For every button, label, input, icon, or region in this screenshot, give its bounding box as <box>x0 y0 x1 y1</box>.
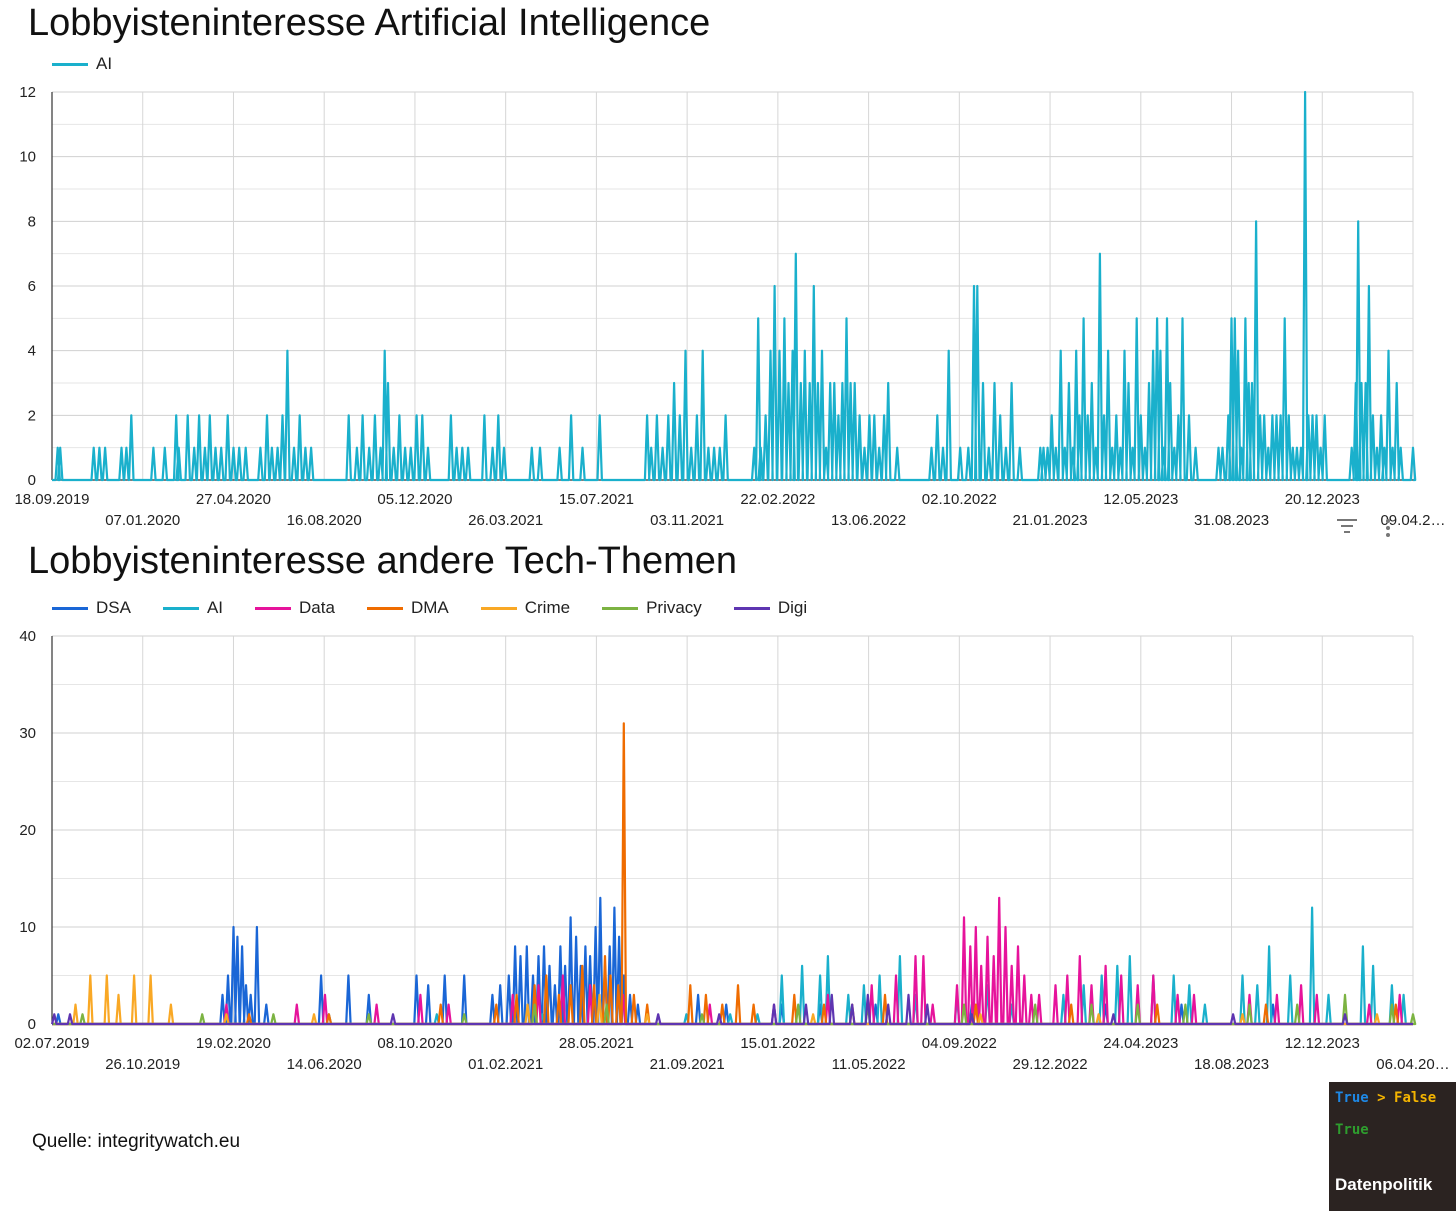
x-tick-label: 03.11.2021 <box>650 512 724 529</box>
x-tick-label: 02.10.2022 <box>922 491 997 508</box>
x-tick-label: 15.07.2021 <box>559 491 634 508</box>
legend-label: AI <box>96 54 113 73</box>
legend-tech-chart: DSA AI Data DMA Crime Privacy Digi <box>52 598 839 618</box>
y-tick-label: 40 <box>19 628 36 645</box>
logo-true-text-2: True <box>1335 1122 1369 1138</box>
source-note: Quelle: integritywatch.eu <box>32 1131 241 1152</box>
legend-label: DSA <box>96 598 131 617</box>
legend-swatch <box>733 606 770 610</box>
y-tick-label: 0 <box>28 1016 36 1033</box>
y-tick-label: 2 <box>28 407 36 424</box>
legend-item-digi[interactable]: Digi <box>733 598 808 618</box>
logo-true-text: True <box>1335 1090 1369 1106</box>
y-tick-label: 12 <box>19 84 36 101</box>
series-line-dsa <box>52 896 1413 1026</box>
x-tick-label: 04.09.2022 <box>922 1035 997 1052</box>
x-tick-label: 21.09.2021 <box>650 1056 725 1073</box>
legend-label: DMA <box>410 598 449 617</box>
x-tick-label: 16.08.2020 <box>287 512 362 529</box>
legend-label: AI <box>206 598 224 617</box>
legend-swatch <box>162 606 199 610</box>
x-tick-label: 11.05.2022 <box>832 1056 906 1073</box>
logo-name: Datenpolitik <box>1335 1175 1433 1194</box>
series-line-crime <box>52 974 1413 1026</box>
legend-swatch <box>366 606 403 610</box>
legend-item-data[interactable]: Data <box>255 598 335 618</box>
x-tick-label: 15.01.2022 <box>740 1035 815 1052</box>
legend-swatch <box>255 606 292 610</box>
tech-line-chart: 0 10 20 30 40 02.07.2019 26.10.2019 19.02.2020 1… <box>14 628 1449 1073</box>
x-tick-label: 19.02.2020 <box>196 1035 271 1052</box>
y-tick-label: 0 <box>28 472 36 489</box>
x-tick-label: 12.05.2023 <box>1103 491 1178 508</box>
x-tick-label: 05.12.2020 <box>377 491 452 508</box>
y-tick-label: 10 <box>19 919 36 936</box>
legend-swatch <box>602 606 639 610</box>
x-tick-label: 18.09.2019 <box>14 491 89 508</box>
series-line-digi <box>51 993 1413 1026</box>
x-tick-label: 21.01.2023 <box>1013 512 1088 529</box>
legend-swatch <box>52 606 88 610</box>
legend-label: Privacy <box>646 598 702 617</box>
chart-title-ai: Lobbyisteninteresse Artificial Intellige… <box>28 2 711 44</box>
x-tick-label: 26.03.2021 <box>468 512 543 529</box>
x-tick-label: 29.12.2022 <box>1013 1056 1088 1073</box>
x-tick-label: 07.01.2020 <box>105 512 180 529</box>
more-vertical-icon[interactable] <box>1384 518 1392 543</box>
y-tick-label: 6 <box>28 278 36 295</box>
y-tick-label: 4 <box>28 343 36 360</box>
chart-title-tech: Lobbyisteninteresse andere Tech-Themen <box>28 540 738 582</box>
legend-item-privacy[interactable]: Privacy <box>602 598 702 618</box>
legend-label: Data <box>299 598 335 617</box>
y-tick-label: 10 <box>19 149 36 166</box>
x-tick-label: 14.06.2020 <box>287 1056 362 1073</box>
x-tick-label: 06.04.20… <box>1376 1056 1449 1073</box>
x-tick-label: 31.08.2023 <box>1194 512 1269 529</box>
y-tick-label: 30 <box>19 725 36 742</box>
x-tick-label: 09.04.2… <box>1380 512 1445 529</box>
y-tick-label: 20 <box>19 822 36 839</box>
legend-swatch <box>52 62 88 66</box>
logo-gt-text: > <box>1377 1090 1386 1106</box>
series-line-privacy <box>52 993 1417 1026</box>
legend-item-ai[interactable]: AI <box>52 54 112 74</box>
legend-item-crime[interactable]: Crime <box>480 598 571 618</box>
x-tick-label: 08.10.2020 <box>377 1035 452 1052</box>
legend-label: Crime <box>524 598 571 617</box>
x-tick-label: 20.12.2023 <box>1285 491 1360 508</box>
x-tick-label: 26.10.2019 <box>105 1056 180 1073</box>
legend-swatch <box>480 606 517 610</box>
y-tick-label: 8 <box>28 213 36 230</box>
x-tick-label: 24.04.2023 <box>1103 1035 1178 1052</box>
x-tick-label: 27.04.2020 <box>196 491 271 508</box>
logo-false-text: False <box>1394 1090 1437 1106</box>
x-tick-label: 12.12.2023 <box>1285 1035 1360 1052</box>
legend-item-ai[interactable]: AI <box>162 598 224 618</box>
x-tick-label: 02.07.2019 <box>14 1035 89 1052</box>
x-tick-label: 01.02.2021 <box>468 1056 543 1073</box>
x-tick-label: 18.08.2023 <box>1194 1056 1269 1073</box>
filter-icon[interactable] <box>1336 516 1358 539</box>
ai-line-chart: 0 2 4 6 8 10 12 18.09.2019 07.01.2020 27.04.2020 1… <box>14 84 1445 529</box>
series-line-ai <box>52 90 1417 482</box>
legend-ai-chart: AI <box>52 54 144 74</box>
datenpolitik-logo: True > False True Datenpolitik <box>1329 1082 1456 1211</box>
legend-item-dma[interactable]: DMA <box>366 598 449 618</box>
legend-item-dsa[interactable]: DSA <box>52 598 131 618</box>
x-tick-label: 22.02.2022 <box>740 491 815 508</box>
legend-label: Digi <box>777 598 808 617</box>
x-tick-label: 28.05.2021 <box>559 1035 634 1052</box>
x-tick-label: 13.06.2022 <box>831 512 906 529</box>
